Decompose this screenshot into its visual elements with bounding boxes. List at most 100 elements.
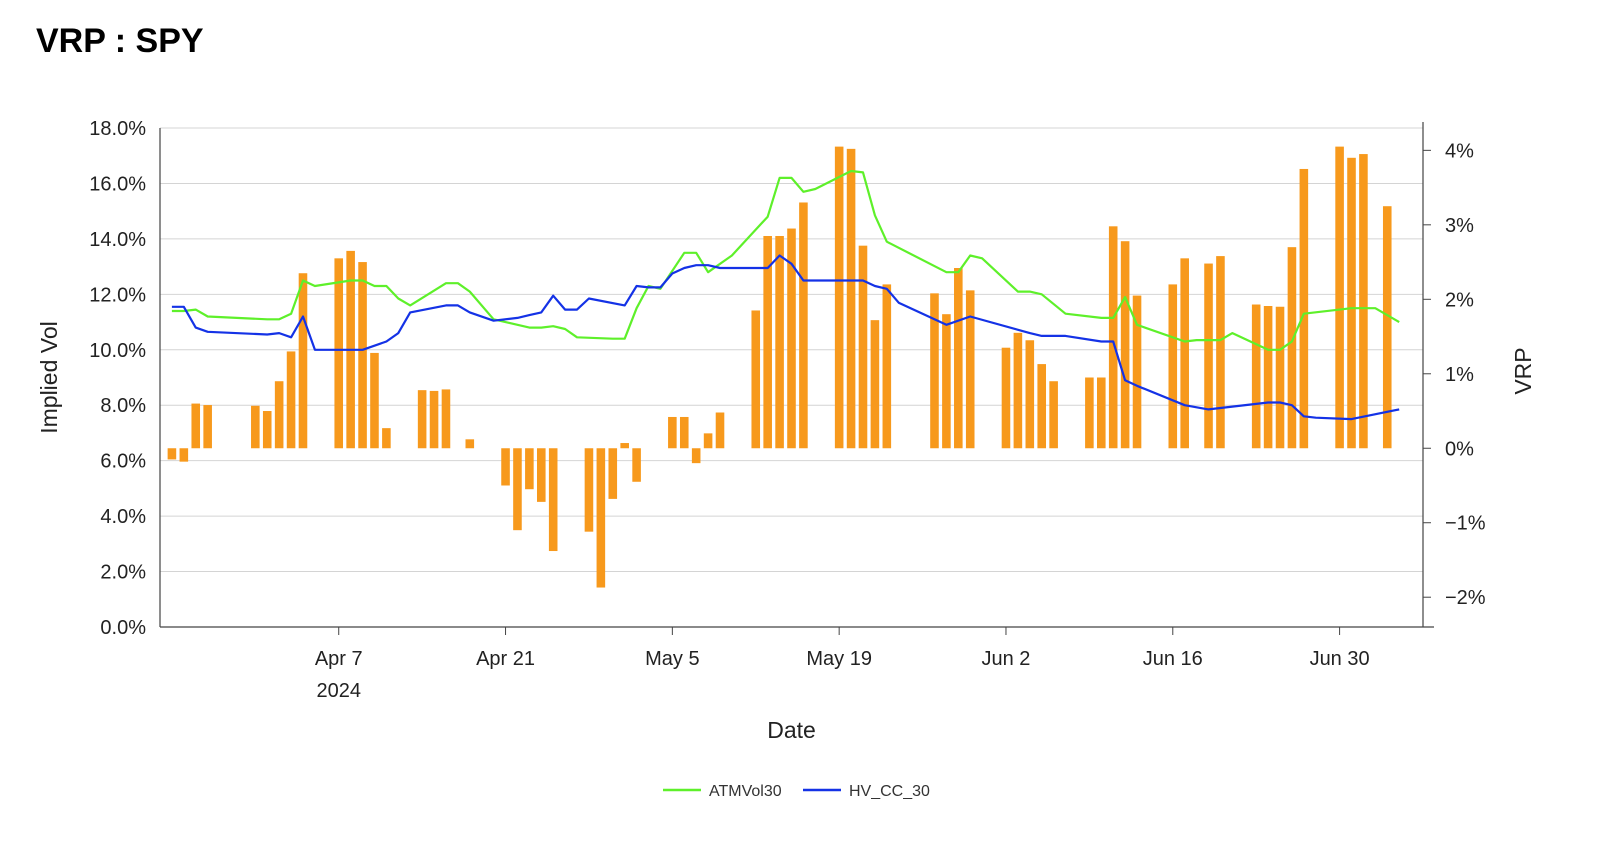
y-left-tick-label: 16.0% [89,173,146,195]
vrp-bar [858,245,868,449]
vrp-bar [679,416,689,449]
y-left-tick-label: 2.0% [100,562,146,584]
y-left-tick-label: 8.0% [100,395,146,417]
x-tick-label: Jun 2 [982,648,1031,670]
vrp-bar [596,448,606,588]
vrp-bar [1132,295,1142,449]
vrp-bar [1108,226,1118,449]
vrp-bar [370,352,379,449]
vrp-bar [274,381,284,449]
vrp-bar [191,403,201,449]
y-left-tick-label: 6.0% [100,451,146,473]
y-left-tick-label: 18.0% [89,118,146,140]
vrp-bar [1299,168,1309,449]
vrp-bar [548,448,558,552]
legend-label: HV_CC_30 [849,783,930,800]
vrp-bar [1263,306,1273,449]
vrp-bar [429,390,439,449]
x-tick-label: Apr 7 [315,648,363,670]
x-tick-label: Jun 16 [1143,648,1203,670]
axis-layer: 0.0% 2.0% 4.0% 6.0% 8.0% 10.0% 12.0% 14.0% 16.0%… [36,118,1536,743]
vrp-bar [775,235,784,449]
vrp-bar [763,235,772,449]
vrp-bar [1001,347,1011,449]
vrp-bar [1013,332,1023,449]
series-line-atmvol30 [171,169,1400,351]
vrp-bar [262,411,272,449]
legend-label: ATMVol30 [709,783,782,800]
vrp-bar [167,448,177,460]
y-left-axis-title: Implied Vol [36,321,62,434]
series-line-hv-cc-30 [171,254,1400,421]
x-tick-label: Jun 30 [1310,648,1370,670]
vrp-bar [1097,377,1106,449]
vrp-bar [882,284,892,449]
x-tick-label: May 19 [806,648,872,670]
vrp-bar [501,448,510,486]
vrp-bar [787,228,796,449]
vrp-bar [298,273,308,449]
vrp-bar [870,320,880,449]
y-right-tick-label: 4% [1445,140,1474,162]
legend-layer: ATMVol30 HV_CC_30 [663,783,930,800]
vrp-bar [251,405,260,449]
chart-title: VRP : SPY [36,22,204,60]
vrp-bar [799,202,808,449]
vrp-bar [536,448,546,502]
vrp-bar [1216,256,1225,449]
y-left-tick-label: 4.0% [100,506,146,528]
vrp-bar [1049,381,1058,449]
vrp-bar [1168,284,1178,449]
vrp-bar [751,310,761,449]
y-left-tick-label: 14.0% [89,229,146,251]
x-tick-sublabel: 2024 [316,680,361,702]
vrp-bar [1085,377,1094,449]
vrp-bar [525,448,534,490]
vrp-bar [441,389,451,449]
x-axis-title: Date [767,717,816,743]
y-right-tick-label: 0% [1445,438,1474,460]
y-right-tick-label: 2% [1445,289,1474,311]
vrp-bar [1204,263,1213,449]
vrp-bar [930,293,939,449]
vrp-bar [846,148,856,449]
vrp-bar [965,290,975,449]
y-right-tick-label: 3% [1445,215,1474,237]
vrp-bar [179,448,189,462]
x-tick-label: May 5 [645,648,699,670]
vrp-bar [668,416,677,449]
vrp-bar [584,448,594,532]
vrp-bar [632,448,641,482]
y-right-axis-title: VRP [1510,347,1536,394]
vrp-bar [1275,306,1285,449]
vrp-bar [358,262,367,449]
vrp-bar [465,439,475,449]
vrp-bar [1120,241,1130,449]
y-right-tick-label: −1% [1445,513,1486,535]
vrp-bar [1025,340,1035,449]
y-left-tick-label: 12.0% [89,284,146,306]
vrp-bar [1359,154,1368,449]
vrp-bar [417,390,427,449]
y-right-tick-label: −2% [1445,587,1486,609]
vrp-bar [1382,206,1392,449]
vrp-bar [286,351,296,449]
vrp-bar [703,433,713,449]
vrp-bar [1347,157,1356,449]
vrp-bar [334,258,344,449]
vrp-bar [834,146,844,449]
x-tick-label: Apr 21 [476,648,535,670]
vrp-bar [1037,364,1047,449]
vrp-bar [203,405,212,449]
y-right-tick-label: 1% [1445,364,1474,386]
vrp-bar [1335,146,1344,449]
y-left-tick-label: 0.0% [100,617,146,639]
vrp-bar [608,448,618,499]
line-layer [171,169,1400,421]
vrp-bar [954,268,963,449]
vrp-bar [382,428,391,449]
y-left-tick-label: 10.0% [89,340,146,362]
bar-layer [167,146,1392,588]
